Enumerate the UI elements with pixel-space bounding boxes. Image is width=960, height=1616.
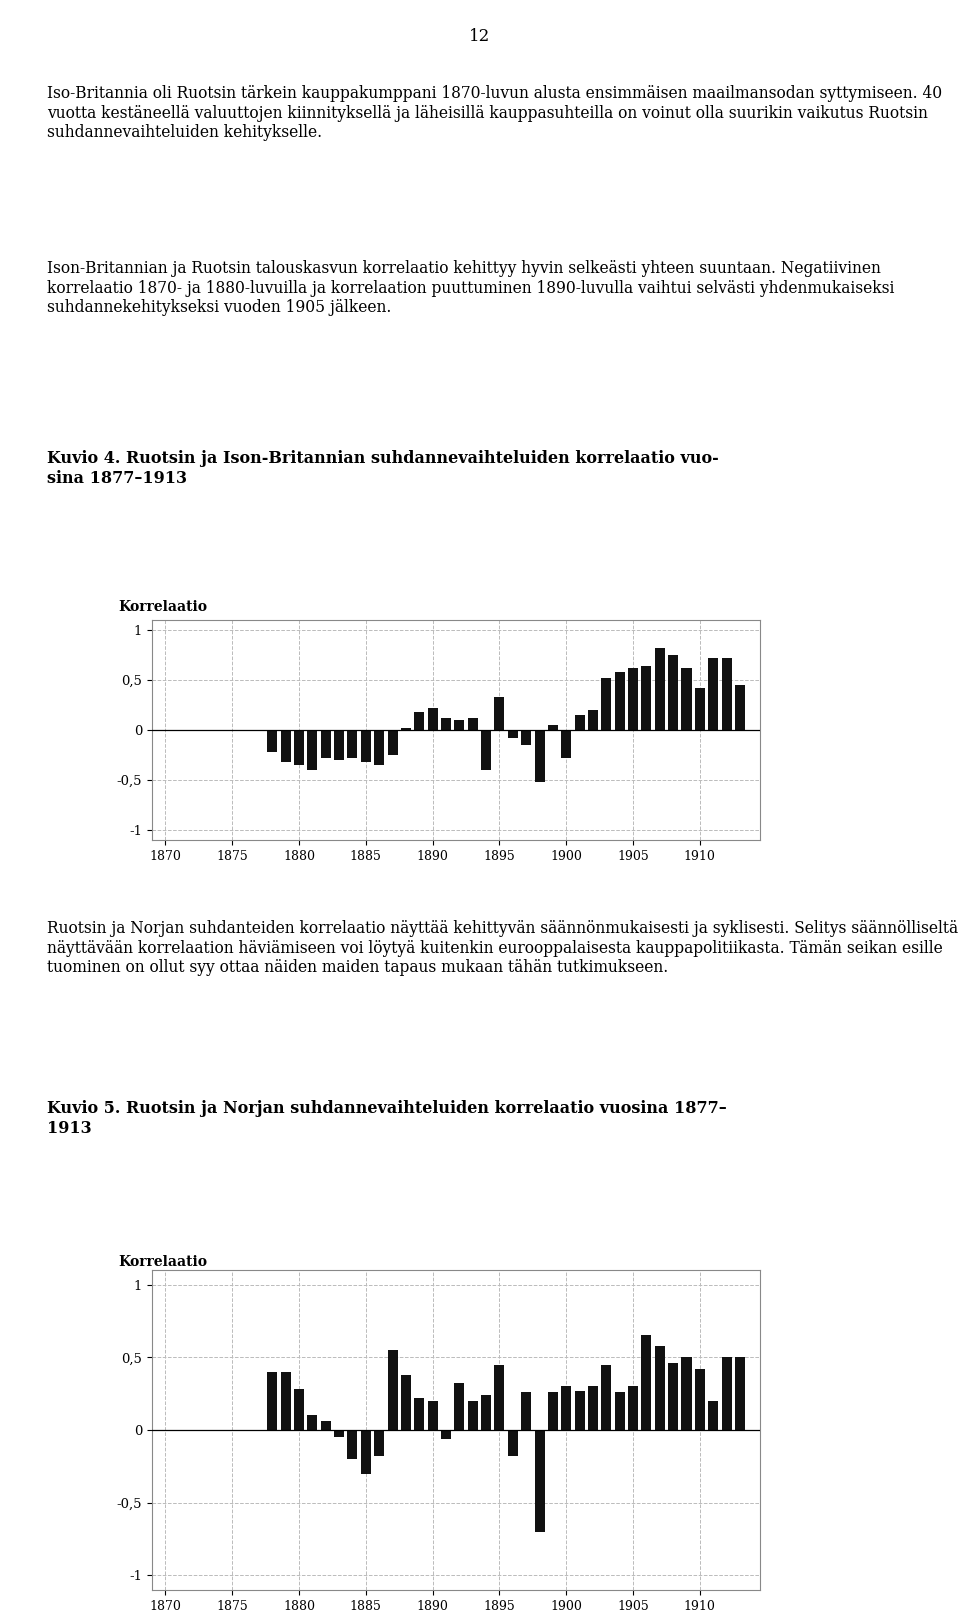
Bar	[735, 685, 745, 730]
Bar	[494, 1364, 504, 1430]
Bar	[468, 1401, 478, 1430]
Bar	[348, 1430, 357, 1459]
Bar	[441, 718, 451, 730]
Bar	[641, 666, 652, 730]
Bar	[481, 1395, 492, 1430]
Bar	[562, 1387, 571, 1430]
Bar	[601, 1364, 612, 1430]
Bar	[508, 1430, 517, 1456]
Bar	[441, 1430, 451, 1438]
Bar	[454, 721, 465, 730]
Bar	[348, 730, 357, 758]
Bar	[535, 730, 544, 782]
Bar	[267, 730, 277, 751]
Bar	[374, 730, 384, 764]
Bar	[575, 714, 585, 730]
Bar	[588, 1387, 598, 1430]
Bar	[388, 1349, 397, 1430]
Bar	[655, 648, 664, 730]
Bar	[415, 713, 424, 730]
Text: Kuvio 4. Ruotsin ja Ison-Britannian suhdannevaihteluiden korrelaatio vuo-
sina 1: Kuvio 4. Ruotsin ja Ison-Britannian suhd…	[47, 449, 719, 486]
Text: Ruotsin ja Norjan suhdanteiden korrelaatio näyttää kehittyvän säännönmukaisesti : Ruotsin ja Norjan suhdanteiden korrelaat…	[47, 920, 958, 976]
Bar	[321, 1422, 331, 1430]
Bar	[521, 1391, 531, 1430]
Bar	[682, 667, 691, 730]
Bar	[601, 679, 612, 730]
Bar	[614, 1391, 625, 1430]
Text: Ison-Britannian ja Ruotsin talouskasvun korrelaatio kehittyy hyvin selkeästi yht: Ison-Britannian ja Ruotsin talouskasvun …	[47, 260, 895, 317]
Text: Korrelaatio: Korrelaatio	[118, 1256, 207, 1269]
Bar	[294, 730, 304, 764]
Bar	[682, 1357, 691, 1430]
Bar	[562, 730, 571, 758]
Bar	[535, 1430, 544, 1532]
Text: Kuvio 5. Ruotsin ja Norjan suhdannevaihteluiden korrelaatio vuosina 1877–
1913: Kuvio 5. Ruotsin ja Norjan suhdannevaiht…	[47, 1100, 727, 1136]
Bar	[454, 1383, 465, 1430]
Bar	[521, 730, 531, 745]
Bar	[374, 1430, 384, 1456]
Bar	[588, 709, 598, 730]
Text: Iso-Britannia oli Ruotsin tärkein kauppakumppani 1870-luvun alusta ensimmäisen m: Iso-Britannia oli Ruotsin tärkein kauppa…	[47, 86, 942, 141]
Bar	[334, 730, 344, 760]
Bar	[280, 730, 291, 763]
Bar	[334, 1430, 344, 1437]
Bar	[494, 696, 504, 730]
Bar	[722, 1357, 732, 1430]
Bar	[267, 1372, 277, 1430]
Bar	[401, 1375, 411, 1430]
Bar	[427, 1401, 438, 1430]
Bar	[655, 1346, 664, 1430]
Bar	[481, 730, 492, 769]
Bar	[361, 730, 371, 763]
Bar	[468, 718, 478, 730]
Bar	[708, 1401, 718, 1430]
Bar	[708, 658, 718, 730]
Bar	[668, 1362, 678, 1430]
Bar	[280, 1372, 291, 1430]
Bar	[427, 708, 438, 730]
Bar	[415, 1398, 424, 1430]
Bar	[548, 1391, 558, 1430]
Bar	[307, 730, 318, 769]
Bar	[307, 1416, 318, 1430]
Bar	[695, 688, 705, 730]
Text: 12: 12	[469, 27, 491, 45]
Bar	[388, 730, 397, 755]
Bar	[294, 1390, 304, 1430]
Bar	[641, 1335, 652, 1430]
Bar	[575, 1391, 585, 1430]
Bar	[628, 1387, 638, 1430]
Bar	[321, 730, 331, 758]
Bar	[548, 726, 558, 730]
Bar	[508, 730, 517, 739]
Bar	[361, 1430, 371, 1474]
Text: Korrelaatio: Korrelaatio	[118, 600, 207, 614]
Bar	[722, 658, 732, 730]
Bar	[401, 727, 411, 730]
Bar	[628, 667, 638, 730]
Bar	[735, 1357, 745, 1430]
Bar	[614, 672, 625, 730]
Bar	[695, 1369, 705, 1430]
Bar	[668, 654, 678, 730]
